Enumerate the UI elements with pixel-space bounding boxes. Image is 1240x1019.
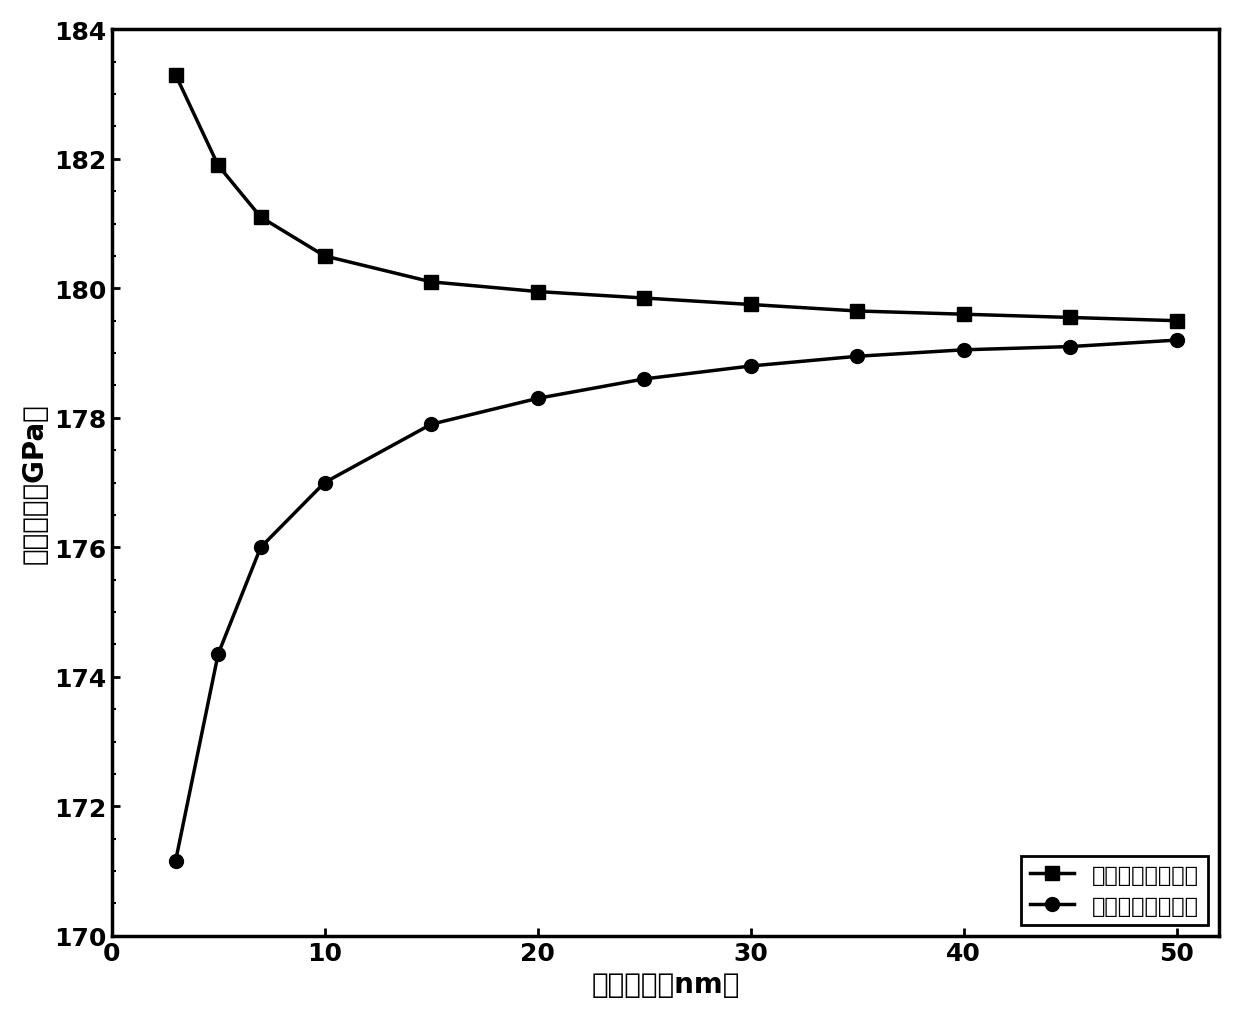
沿閔齿型边界拉伸 xyxy=(743,300,758,312)
沿扶手型边界拉伸 xyxy=(849,351,864,363)
沿扶手型边界拉伸 xyxy=(424,419,439,431)
沿閔齿型边界拉伸 xyxy=(1063,312,1078,324)
沿扶手型边界拉伸 xyxy=(531,393,546,406)
沿扶手型边界拉伸 xyxy=(211,648,226,660)
沿閔齿型边界拉伸 xyxy=(1169,315,1184,327)
沿閔齿型边界拉伸 xyxy=(956,309,971,321)
沿閔齿型边界拉伸 xyxy=(317,251,332,263)
Line: 沿扶手型边界拉伸: 沿扶手型边界拉伸 xyxy=(169,334,1183,868)
沿扶手型边界拉伸 xyxy=(1063,341,1078,354)
沿扶手型边界拉伸 xyxy=(636,374,651,386)
沿閔齿型边界拉伸 xyxy=(531,286,546,299)
沿閔齿型边界拉伸 xyxy=(636,292,651,305)
Line: 沿閔齿型边界拉伸: 沿閔齿型边界拉伸 xyxy=(169,68,1183,328)
沿扶手型边界拉伸 xyxy=(1169,334,1184,346)
沿扶手型边界拉伸 xyxy=(253,542,268,554)
X-axis label: 边界长度（nm）: 边界长度（nm） xyxy=(591,970,739,999)
沿扶手型边界拉伸 xyxy=(956,344,971,357)
沿扶手型边界拉伸 xyxy=(743,361,758,373)
沿扶手型边界拉伸 xyxy=(317,477,332,489)
Y-axis label: 弹性模量（GPa）: 弹性模量（GPa） xyxy=(21,403,48,564)
沿扶手型边界拉伸 xyxy=(169,855,184,867)
沿閔齿型边界拉伸 xyxy=(211,160,226,172)
沿閔齿型边界拉伸 xyxy=(849,306,864,318)
沿閔齿型边界拉伸 xyxy=(424,276,439,288)
Legend: 沿閔齿型边界拉伸, 沿扶手型边界拉伸: 沿閔齿型边界拉伸, 沿扶手型边界拉伸 xyxy=(1021,856,1208,924)
沿閔齿型边界拉伸 xyxy=(253,212,268,224)
沿閔齿型边界拉伸 xyxy=(169,69,184,82)
